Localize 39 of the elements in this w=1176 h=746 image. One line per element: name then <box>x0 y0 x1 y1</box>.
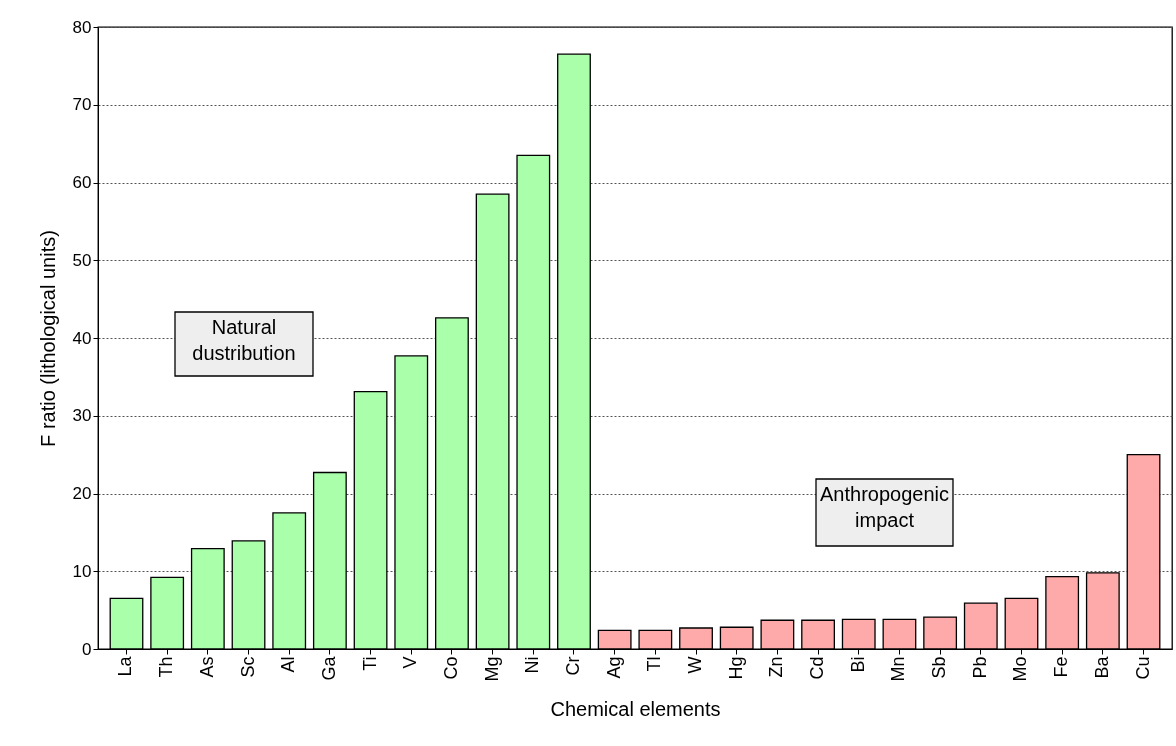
x-tick-label: Ni <box>522 656 543 674</box>
x-axis-title: Chemical elements <box>550 697 721 720</box>
y-tick-label: 0 <box>82 639 92 659</box>
annotation: Natural dustribution <box>192 316 296 364</box>
annotation: Anthropogenic impact <box>820 483 949 531</box>
y-tick-label: 40 <box>72 328 92 348</box>
x-tick-label: As <box>196 656 217 678</box>
x-tick-label: Mo <box>1010 656 1031 682</box>
x-tick-label: Hg <box>725 656 746 680</box>
y-tick-label: 30 <box>72 406 92 426</box>
x-tick-label: Mn <box>888 656 909 682</box>
x-tick-label: Al <box>278 656 299 673</box>
y-tick-label: 60 <box>72 173 92 192</box>
x-tick-label: Pb <box>969 656 990 679</box>
x-tick-label: Zn <box>766 656 787 678</box>
x-tick-label: Tl <box>644 656 665 672</box>
x-tick-label: V <box>400 656 421 669</box>
x-tick-label: Mg <box>481 656 502 682</box>
y-tick-label: 20 <box>72 484 92 503</box>
x-tick-label: Ga <box>318 655 339 681</box>
x-tick-label: La <box>115 655 136 677</box>
y-axis-title: F ratio (lithological units) <box>36 230 59 447</box>
x-tick-label: Ag <box>603 656 624 679</box>
x-tick-label: W <box>685 656 706 674</box>
x-tick-label: Cr <box>562 656 583 676</box>
y-tick-label: 80 <box>72 17 92 37</box>
y-tick-label: 50 <box>72 250 92 270</box>
x-tick-label: Cu <box>1132 656 1153 680</box>
x-tick-label: Th <box>156 656 177 678</box>
x-tick-label: Ba <box>1091 655 1112 679</box>
x-tick-label: Co <box>440 656 461 680</box>
x-tick-label: Ti <box>359 656 380 671</box>
x-tick-label: Bi <box>847 656 868 673</box>
y-tick-label: 10 <box>72 561 92 581</box>
x-tick-label: Fe <box>1051 656 1072 678</box>
x-tick-label: Sb <box>929 656 950 679</box>
x-tick-label: Cd <box>807 656 828 680</box>
y-tick-label: 70 <box>72 95 92 115</box>
x-tick-label: Sc <box>237 656 258 678</box>
